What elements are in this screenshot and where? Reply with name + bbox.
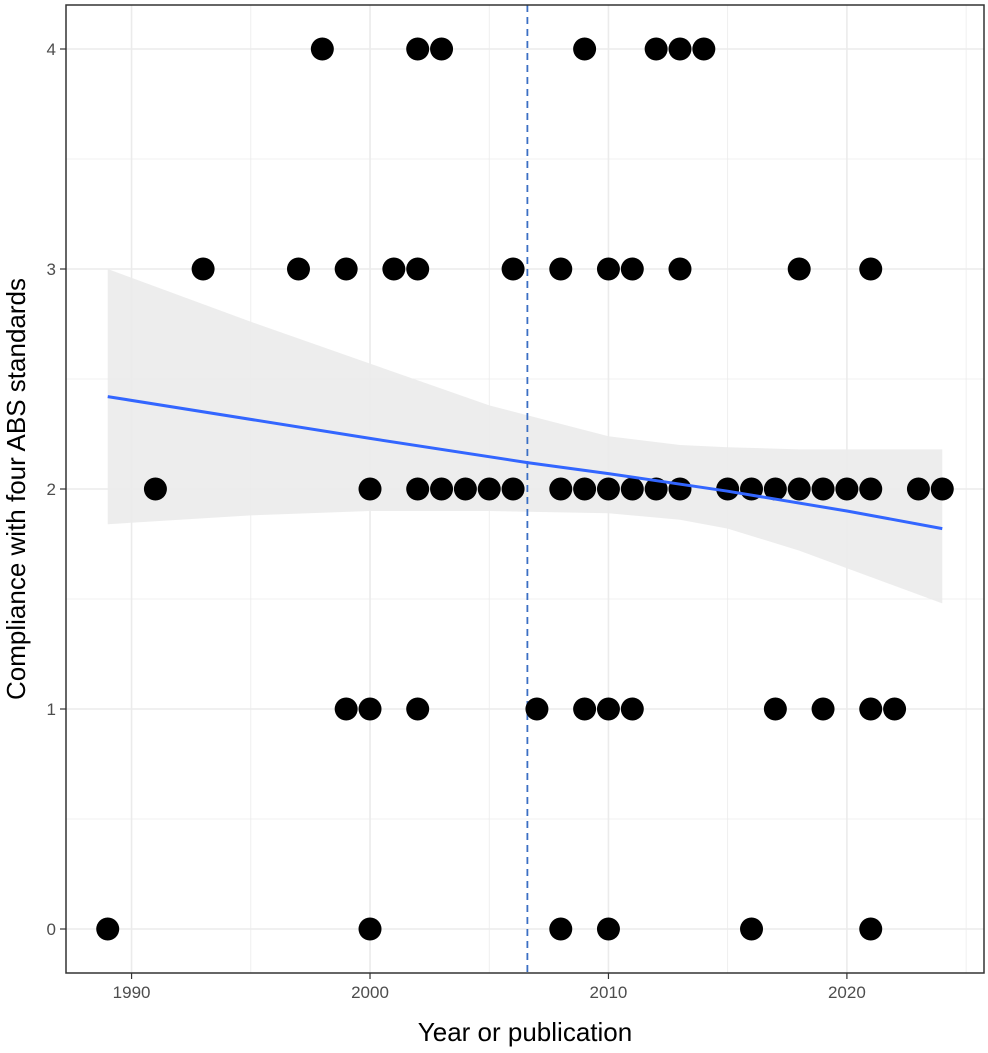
y-tick-label: 4 — [47, 40, 56, 59]
data-point — [787, 477, 811, 501]
data-point — [406, 697, 430, 721]
data-point — [310, 37, 334, 61]
data-point — [763, 697, 787, 721]
data-point — [906, 477, 930, 501]
data-point — [501, 477, 525, 501]
data-point — [596, 477, 620, 501]
trend-line — [107, 395, 943, 531]
data-point — [859, 917, 883, 941]
data-point — [668, 477, 692, 501]
data-point — [191, 257, 215, 281]
data-point — [143, 477, 167, 501]
data-point — [358, 697, 382, 721]
y-tick-label: 1 — [47, 700, 56, 719]
data-point — [859, 697, 883, 721]
data-point — [716, 477, 740, 501]
x-tick-label: 1990 — [113, 983, 151, 1002]
data-point — [453, 477, 477, 501]
x-tick-label: 2010 — [590, 983, 628, 1002]
data-point — [644, 477, 668, 501]
x-tick-label: 2000 — [351, 983, 389, 1002]
data-point — [811, 477, 835, 501]
data-point — [692, 37, 716, 61]
data-point — [430, 37, 454, 61]
data-point — [334, 257, 358, 281]
data-point — [477, 477, 501, 501]
data-point — [883, 697, 907, 721]
data-points — [96, 37, 954, 941]
x-tick-label: 2020 — [828, 983, 866, 1002]
data-point — [358, 917, 382, 941]
data-point — [406, 37, 430, 61]
data-point — [787, 257, 811, 281]
data-point — [358, 477, 382, 501]
data-point — [501, 257, 525, 281]
data-point — [620, 257, 644, 281]
data-point — [811, 697, 835, 721]
data-point — [620, 697, 644, 721]
data-point — [573, 697, 597, 721]
data-point — [573, 477, 597, 501]
data-point — [596, 697, 620, 721]
data-point — [644, 37, 668, 61]
y-tick-label: 3 — [47, 260, 56, 279]
data-point — [334, 697, 358, 721]
y-axis-title: Compliance with four ABS standards — [1, 278, 31, 700]
data-point — [286, 257, 310, 281]
data-point — [596, 917, 620, 941]
x-axis-ticks: 1990 2000 2010 2020 — [113, 973, 866, 1002]
data-point — [573, 37, 597, 61]
data-point — [525, 697, 549, 721]
data-point — [668, 257, 692, 281]
y-axis-ticks: 0 1 2 3 4 — [47, 40, 66, 939]
data-point — [596, 257, 620, 281]
data-point — [549, 917, 573, 941]
data-point — [430, 477, 454, 501]
data-point — [382, 257, 406, 281]
y-tick-label: 2 — [47, 480, 56, 499]
data-point — [859, 477, 883, 501]
data-point — [668, 37, 692, 61]
data-point — [763, 477, 787, 501]
data-point — [549, 257, 573, 281]
data-point — [620, 477, 644, 501]
data-point — [406, 257, 430, 281]
data-point — [406, 477, 430, 501]
data-point — [930, 477, 954, 501]
confidence-band — [107, 269, 943, 604]
y-tick-label: 0 — [47, 920, 56, 939]
data-point — [96, 917, 120, 941]
data-point — [740, 917, 764, 941]
x-axis-title: Year or publication — [418, 1017, 632, 1047]
data-point — [859, 257, 883, 281]
data-point — [835, 477, 859, 501]
data-point — [549, 477, 573, 501]
